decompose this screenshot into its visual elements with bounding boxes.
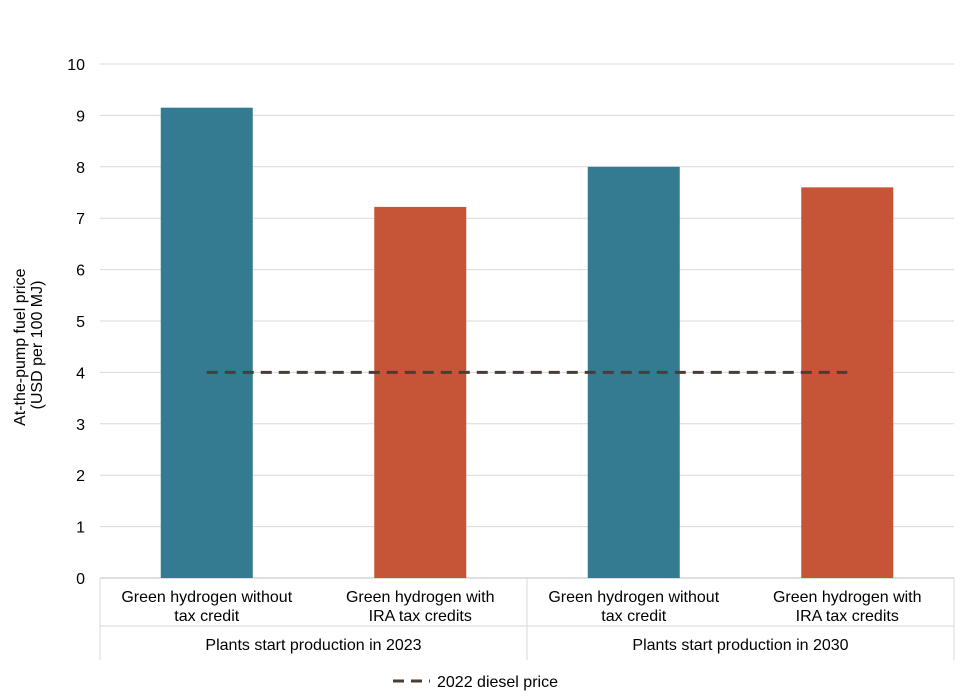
x-tick-label-line2: tax credit [601,608,666,625]
x-tick-label: Green hydrogen with IRA tax credits [346,589,495,625]
y-axis-label-line1: At-the-pump fuel price [12,268,29,426]
y-tick-label: 10 [67,57,85,74]
x-tick-label: Green hydrogen with IRA tax credits [773,589,922,625]
y-tick-label: 6 [76,263,85,280]
y-tick-label: 0 [76,571,85,588]
y-tick-label: 7 [76,211,85,228]
y-tick-label: 8 [76,160,85,177]
y-axis-label: At-the-pump fuel price (USD per 100 MJ) [12,264,46,426]
x-tick-label-line2: IRA tax credits [796,608,899,625]
y-tick-label: 9 [76,108,85,125]
x-tick-label: Green hydrogen without tax credit [121,589,292,625]
y-tick-label: 2 [76,468,85,485]
x-tick-label-line1: Green hydrogen with [773,589,922,606]
x-tick-label-line2: IRA tax credits [369,608,472,625]
y-tick-label: 1 [76,520,85,537]
y-tick-label: 5 [76,314,85,331]
y-tick-labels: 0 1 2 3 4 5 6 7 8 9 10 [67,57,85,588]
x-tick-label-line2: tax credit [174,608,239,625]
x-tick-label-line1: Green hydrogen without [548,589,719,606]
y-tick-label: 4 [76,365,85,382]
legend-label: 2022 diesel price [437,674,558,691]
legend: 2022 diesel price [393,674,558,691]
x-tick-label: Green hydrogen without tax credit [548,589,719,625]
y-axis-label-line2: (USD per 100 MJ) [29,281,46,410]
group-label: Plants start production in 2023 [205,637,421,654]
bars [160,107,894,579]
bar [374,206,467,578]
group-label: Plants start production in 2030 [632,637,848,654]
bar [801,187,894,579]
x-tick-label-line1: Green hydrogen without [121,589,292,606]
x-tick-label-line1: Green hydrogen with [346,589,495,606]
y-tick-label: 3 [76,417,85,434]
bar [160,107,253,578]
